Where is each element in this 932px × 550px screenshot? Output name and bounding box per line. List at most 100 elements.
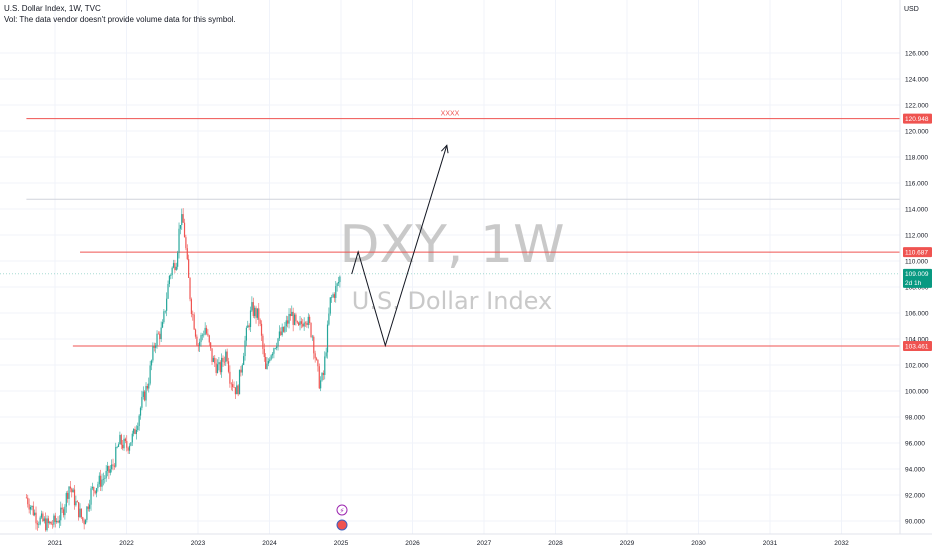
candle-body — [142, 391, 144, 397]
candle-body — [211, 348, 213, 362]
candle-body — [108, 466, 110, 473]
currency-button[interactable]: USD — [904, 6, 919, 13]
candle-body — [58, 520, 60, 523]
candle-body — [247, 325, 249, 328]
candlestick-series — [25, 208, 341, 532]
candle-body — [62, 509, 65, 516]
candle-body — [310, 322, 312, 337]
candle-body — [278, 331, 280, 339]
candle-body — [153, 346, 155, 348]
candle-body — [267, 361, 269, 364]
candle-body — [141, 396, 143, 408]
candle-body — [145, 386, 147, 401]
candle-body — [266, 363, 268, 369]
candle-body — [326, 324, 329, 353]
candle-body — [194, 329, 197, 337]
candle-body — [339, 276, 341, 283]
candle-body — [82, 517, 84, 521]
candle-body — [265, 356, 267, 369]
level-price-label: 110.687 — [905, 249, 928, 256]
price-axis: 90.000 92.000 94.000 96.000 98.000 100.000 102… — [899, 0, 932, 534]
candle-body — [113, 465, 115, 467]
price-tick-label: 102.000 — [905, 362, 929, 369]
candle-body — [331, 297, 333, 298]
last-price-label: 109.009 — [905, 271, 929, 278]
candle-body — [164, 310, 166, 312]
candle-body — [208, 335, 210, 343]
candle-body — [320, 380, 322, 389]
candle-body — [280, 331, 282, 336]
candle-body — [303, 322, 305, 327]
candle-body — [36, 523, 38, 525]
price-tick-label: 114.000 — [905, 206, 928, 213]
candle-body — [293, 314, 296, 325]
candle-body — [324, 356, 326, 375]
candle-body — [109, 469, 111, 473]
time-tick-label: 2031 — [763, 540, 778, 547]
time-tick-label: 2026 — [405, 540, 420, 547]
candle-body — [91, 486, 93, 489]
candle-body — [97, 484, 99, 489]
candle-body — [135, 430, 137, 435]
candle-body — [150, 360, 153, 366]
candle-body — [134, 428, 136, 435]
candle-body — [234, 387, 236, 395]
level-price-tag — [903, 247, 932, 258]
candle-body — [295, 314, 297, 322]
candle-body — [185, 237, 187, 249]
symbol-watermark: DXY, 1W U.S. Dollar Index — [340, 215, 565, 315]
candle-body — [161, 322, 164, 328]
candle-body — [204, 327, 206, 335]
candle-body — [236, 385, 238, 395]
candle-body — [227, 361, 230, 372]
candle-body — [87, 506, 89, 509]
candle-body — [232, 384, 234, 388]
candle-body — [111, 464, 113, 470]
candle-body — [98, 475, 100, 485]
candle-body — [325, 352, 327, 357]
price-tick-label: 126.000 — [905, 50, 929, 57]
candle-body — [260, 323, 263, 336]
time-tick-label: 2021 — [48, 540, 63, 547]
candle-body — [296, 321, 298, 323]
volume-note: Vol: The data vendor doesn't provide vol… — [4, 15, 236, 24]
us-flag-event-icon[interactable] — [336, 519, 348, 531]
price-tick-label: 98.000 — [905, 414, 925, 421]
candle-body — [183, 222, 186, 238]
level-price-label: 120.948 — [905, 116, 929, 123]
candle-body — [287, 320, 289, 324]
price-tick-label: 100.000 — [905, 388, 929, 395]
flash-event-icon[interactable] — [336, 504, 348, 516]
candle-body — [131, 433, 133, 443]
candle-body — [199, 341, 201, 347]
candle-body — [101, 479, 103, 487]
candle-body — [233, 387, 235, 388]
candle-body — [25, 497, 27, 499]
candle-body — [307, 316, 309, 326]
candle-body — [42, 513, 44, 522]
candle-body — [75, 501, 77, 506]
candle-body — [104, 478, 106, 479]
candle-body — [123, 438, 125, 449]
candle-body — [214, 357, 216, 364]
candle-body — [159, 333, 161, 340]
candle-body — [105, 470, 107, 479]
candle-body — [276, 346, 278, 349]
candle-body — [309, 316, 311, 323]
candle-body — [71, 488, 73, 493]
candle-body — [329, 297, 331, 314]
candle-body — [251, 302, 253, 311]
candle-body — [155, 345, 157, 348]
candle-body — [83, 520, 85, 525]
price-tick-label: 124.000 — [905, 76, 929, 83]
candle-body — [157, 333, 159, 335]
candle-body — [51, 524, 54, 526]
watermark-name: U.S. Dollar Index — [352, 287, 552, 315]
time-tick-label: 2029 — [620, 540, 635, 547]
candle-body — [34, 512, 36, 516]
candle-body — [69, 486, 71, 489]
candle-body — [117, 444, 120, 447]
chart-grid — [0, 0, 900, 534]
candle-body — [207, 333, 209, 336]
